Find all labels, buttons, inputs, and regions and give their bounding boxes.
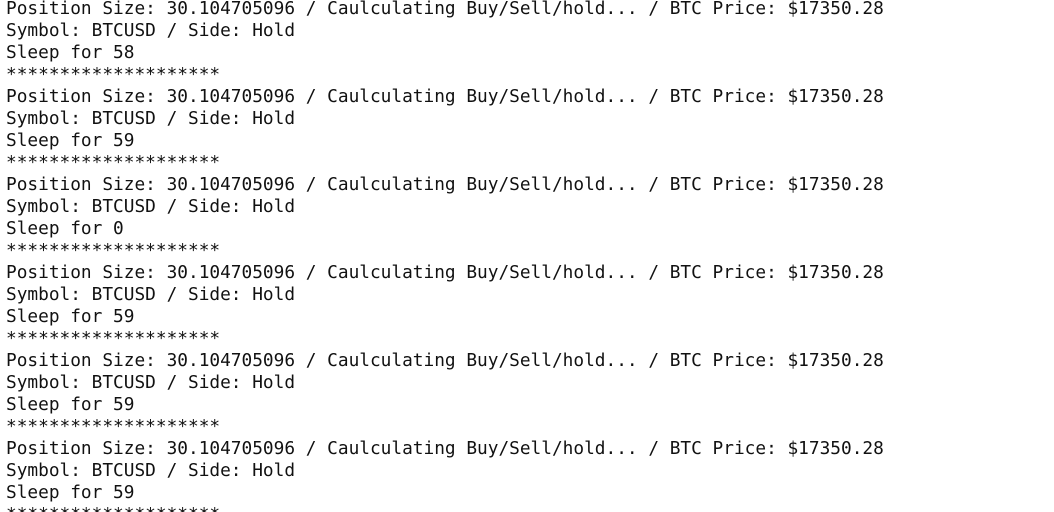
terminal-line: Sleep for 0: [6, 218, 124, 239]
terminal-line: Position Size: 30.104705096 / Caulculati…: [6, 350, 884, 371]
terminal-line: Position Size: 30.104705096 / Caulculati…: [6, 0, 884, 19]
terminal-line: Sleep for 58: [6, 42, 135, 63]
terminal-line: ********************: [6, 152, 221, 173]
terminal-line: ********************: [6, 328, 221, 349]
terminal-line: Symbol: BTCUSD / Side: Hold: [6, 20, 296, 41]
terminal-line: ********************: [6, 504, 220, 512]
terminal-line: Sleep for 59: [6, 130, 135, 151]
terminal-line: ********************: [6, 64, 221, 85]
terminal-line: Symbol: BTCUSD / Side: Hold: [6, 108, 296, 129]
terminal-line: Sleep for 59: [6, 306, 135, 327]
terminal-line: Position Size: 30.104705096 / Caulculati…: [6, 86, 884, 107]
terminal-line: Symbol: BTCUSD / Side: Hold: [6, 460, 296, 481]
terminal-line: Sleep for 59: [6, 482, 135, 503]
terminal-line: Position Size: 30.104705096 / Caulculati…: [6, 174, 884, 195]
terminal-line: ********************: [6, 416, 221, 437]
terminal-line: Sleep for 59: [6, 394, 135, 415]
terminal-line: ********************: [6, 240, 221, 261]
terminal-line: Symbol: BTCUSD / Side: Hold: [6, 196, 296, 217]
terminal-line: Symbol: BTCUSD / Side: Hold: [6, 284, 296, 305]
terminal-line: Position Size: 30.104705096 / Caulculati…: [6, 262, 884, 283]
terminal-line: Symbol: BTCUSD / Side: Hold: [6, 372, 296, 393]
terminal-line: Position Size: 30.104705096 / Caulculati…: [6, 438, 884, 459]
